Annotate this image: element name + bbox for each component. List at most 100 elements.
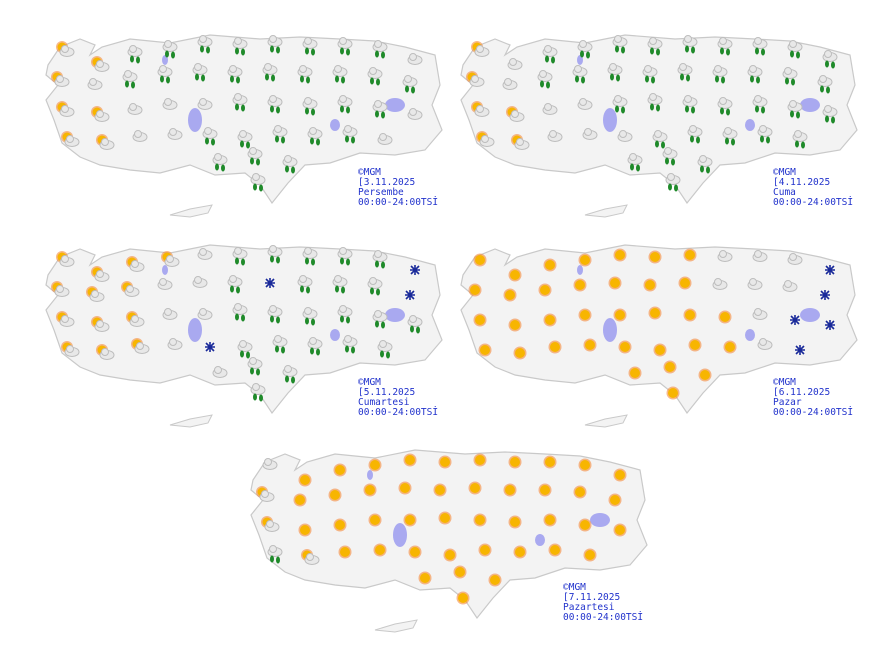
sunny-icon <box>403 513 417 527</box>
rain-icon <box>662 147 678 166</box>
sunny-icon <box>338 545 352 559</box>
sunny-icon <box>298 523 312 537</box>
lake <box>330 329 340 341</box>
day-label: Pazar <box>773 397 802 408</box>
rain-icon <box>162 40 178 59</box>
date-label: [5.11.2025 <box>358 387 416 398</box>
period-label: 00:00-24:00TSİ <box>563 612 644 623</box>
partly-cloudy-icon <box>96 134 115 150</box>
partly-cloudy-icon <box>126 256 145 272</box>
partly-cloudy-icon <box>471 101 490 117</box>
sunny-icon <box>513 346 527 360</box>
sunny-icon <box>628 366 642 380</box>
cyprus-outline <box>169 414 213 428</box>
sunny-icon <box>508 318 522 332</box>
rain-icon <box>157 65 173 84</box>
forecast-map-day-2: ©MGM [4.11.2025 Cuma 00:00-24:00TSİ <box>455 25 865 230</box>
sunny-icon <box>543 258 557 272</box>
rain-icon <box>717 37 733 56</box>
cyprus-outline <box>169 204 213 218</box>
rain-icon <box>332 65 348 84</box>
cloudy-icon <box>192 276 208 288</box>
turkey-map <box>460 244 858 428</box>
rain-icon <box>677 63 693 82</box>
rain-icon <box>267 305 283 324</box>
sunny-icon <box>578 253 592 267</box>
day-label: Pazartesi <box>563 602 615 613</box>
period-label: 00:00-24:00TSİ <box>358 407 439 418</box>
rain-icon <box>282 155 298 174</box>
sunny-icon <box>543 455 557 469</box>
rain-icon <box>302 307 318 326</box>
rain-icon <box>232 93 248 112</box>
period-label: 00:00-24:00TSİ <box>773 197 854 208</box>
rain-icon <box>537 70 553 89</box>
rain-icon <box>372 40 388 59</box>
rain-icon <box>687 125 703 144</box>
sunny-icon <box>453 565 467 579</box>
sunny-icon <box>478 343 492 357</box>
rain-icon <box>297 275 313 294</box>
date-label: [4.11.2025 <box>773 177 831 188</box>
sunny-icon <box>663 360 677 374</box>
cloudy-icon <box>752 308 768 320</box>
sunny-icon <box>543 313 557 327</box>
cloudy-icon <box>197 308 213 320</box>
rain-icon <box>247 147 263 166</box>
cloudy-icon <box>127 103 143 115</box>
cloudy-icon <box>407 108 423 120</box>
rain-icon <box>212 153 228 172</box>
cloudy-icon <box>87 78 103 90</box>
sunny-icon <box>403 453 417 467</box>
partly-cloudy-icon <box>471 41 490 57</box>
rain-icon <box>337 95 353 114</box>
snow-icon <box>790 315 800 325</box>
rain-icon <box>822 50 838 69</box>
sunny-icon <box>648 250 662 264</box>
sunny-icon <box>473 453 487 467</box>
partly-cloudy-icon <box>56 41 75 57</box>
turkey-map <box>45 244 443 428</box>
lake <box>162 55 168 65</box>
sunny-icon <box>608 276 622 290</box>
rain-icon <box>787 100 803 119</box>
sunny-icon <box>578 308 592 322</box>
sunny-icon <box>438 455 452 469</box>
lake <box>162 265 168 275</box>
forecast-map-day-5: ©MGM [7.11.2025 Pazartesi 00:00-24:00TSİ <box>245 440 655 645</box>
cloudy-icon <box>502 78 518 90</box>
partly-cloudy-icon <box>256 486 275 502</box>
rain-icon <box>192 63 208 82</box>
rain-icon <box>202 127 218 146</box>
sunny-icon <box>578 458 592 472</box>
rain-icon <box>267 245 283 264</box>
rain-icon <box>272 335 288 354</box>
partly-cloudy-icon <box>466 71 485 87</box>
lake <box>603 108 617 132</box>
cloudy-icon <box>582 128 598 140</box>
lake <box>330 119 340 131</box>
rain-icon <box>407 315 423 334</box>
partly-cloudy-icon <box>61 341 80 357</box>
sunny-icon <box>678 276 692 290</box>
rain-icon <box>267 545 283 564</box>
rain-icon <box>197 35 213 54</box>
cloudy-icon <box>162 308 178 320</box>
day-label: Cumartesi <box>358 397 410 408</box>
cloudy-icon <box>547 130 563 142</box>
sunny-icon <box>368 513 382 527</box>
cloudy-icon <box>542 103 558 115</box>
rain-icon <box>747 65 763 84</box>
cloudy-icon <box>132 130 148 142</box>
rain-icon <box>817 75 833 94</box>
cloudy-icon <box>507 58 523 70</box>
rain-icon <box>247 357 263 376</box>
date-label: [6.11.2025 <box>773 387 831 398</box>
rain-icon <box>722 127 738 146</box>
partly-cloudy-icon <box>91 56 110 72</box>
rain-icon <box>627 153 643 172</box>
sunny-icon <box>373 543 387 557</box>
date-label: [3.11.2025 <box>358 177 416 188</box>
partly-cloudy-icon <box>121 281 140 297</box>
cyprus-outline <box>584 414 628 428</box>
